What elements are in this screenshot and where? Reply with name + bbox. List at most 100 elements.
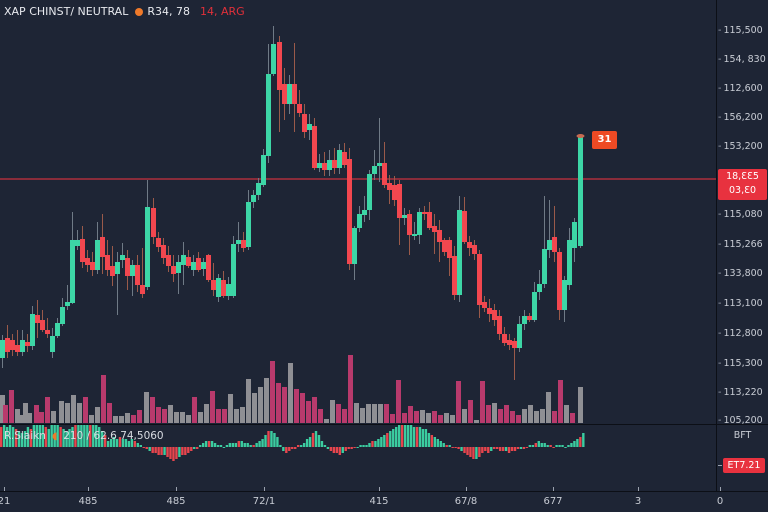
candle [447, 237, 452, 276]
indicator-tick [718, 465, 722, 466]
volume-bar [282, 387, 287, 423]
indicator-legend: R.Slaikn ◖ 210 / 62.6 74,5060 [4, 430, 164, 442]
histogram-bar [510, 447, 514, 451]
candle [317, 154, 322, 172]
histogram-bar [261, 439, 264, 447]
volume-bar [534, 411, 539, 423]
candle [477, 250, 482, 318]
histogram-bar [305, 439, 309, 447]
candle [282, 68, 287, 120]
candle [487, 299, 492, 322]
volume-bar [264, 378, 269, 423]
histogram-bar [285, 447, 288, 453]
histogram-bar [389, 431, 392, 447]
candle [497, 310, 502, 340]
histogram-bar [89, 425, 92, 447]
annotation-badge[interactable]: 31 [592, 131, 617, 149]
pane-divider[interactable] [0, 424, 768, 425]
candle [45, 318, 50, 338]
histogram-bar [77, 425, 80, 447]
time-tick-mark [466, 487, 467, 492]
volume-bar [564, 405, 569, 423]
volume-bar [3, 405, 8, 423]
indicator-histogram[interactable] [0, 425, 716, 491]
histogram-bar [332, 447, 336, 453]
histogram-bar [552, 447, 555, 448]
histogram-bar [264, 435, 267, 447]
histogram-bar [145, 447, 148, 449]
volume-bar [366, 404, 371, 423]
histogram-bar [106, 441, 110, 447]
time-tick-label: 72/1 [252, 496, 276, 507]
candle [55, 318, 60, 338]
histogram-bar [11, 427, 15, 447]
candle [176, 255, 181, 294]
volume-bar [468, 400, 473, 423]
time-tick-label: 0 [716, 496, 724, 507]
histogram-bar [127, 441, 131, 447]
candle [377, 118, 382, 182]
volume-bar [510, 411, 515, 423]
time-tick-label: 3 [634, 496, 642, 507]
volume-bar [27, 413, 32, 423]
histogram-bar [100, 431, 104, 447]
histogram-bar [157, 447, 160, 455]
time-tick-mark [720, 487, 721, 492]
chart-legend: XAP CHINST/ NEUTRAL R34, 78 14, ARG [4, 5, 245, 18]
histogram-bar [519, 447, 523, 449]
histogram-bar [543, 443, 546, 447]
histogram-bar [160, 447, 163, 455]
candle [552, 206, 557, 262]
histogram-bar [2, 425, 6, 447]
volume-bar [228, 394, 233, 423]
histogram-bar [201, 443, 205, 447]
indicator-settings-icon[interactable]: ◖ [51, 430, 58, 442]
candle [562, 276, 567, 322]
volume-bar [342, 409, 347, 423]
indicator-axis[interactable]: BFT ET7.21 [717, 425, 768, 491]
price-tick-label: 115,080 [718, 209, 762, 220]
histogram-bar [555, 445, 558, 447]
histogram-bar [124, 439, 128, 447]
histogram-bar [564, 447, 567, 448]
status-dot-icon [135, 7, 144, 16]
candle [417, 208, 422, 244]
volume-bar [294, 389, 299, 423]
candle [191, 255, 196, 276]
candle [181, 242, 186, 285]
volume-bar [420, 410, 425, 423]
candle [100, 214, 105, 274]
histogram-bar [353, 447, 356, 448]
volume-bar [119, 416, 124, 423]
histogram-bar [95, 425, 98, 447]
candle [35, 300, 40, 338]
histogram-bar [109, 439, 113, 447]
candle [387, 175, 392, 204]
price-axis[interactable]: 115,500 154, 830 112,600 156,200 153,200 115,… [717, 0, 768, 426]
indicator-pane[interactable] [0, 425, 716, 491]
legend-change: 14, ARG [199, 5, 245, 18]
time-axis[interactable]: 21 485 485 72/1 415 67/8 677 3 0 [0, 487, 768, 512]
volume-bar [540, 409, 545, 423]
histogram-bar [475, 447, 478, 459]
histogram-bar [386, 433, 389, 447]
histogram-bar [148, 447, 151, 451]
candle [201, 258, 206, 276]
histogram-bar [56, 425, 59, 447]
histogram-bar [329, 447, 333, 451]
histogram-bar [130, 439, 134, 447]
candle [327, 150, 332, 176]
histogram-bar [395, 427, 398, 447]
volume-bar [210, 391, 215, 423]
time-tick-mark [553, 487, 554, 492]
price-chart-pane[interactable] [0, 0, 716, 424]
candle [457, 196, 462, 302]
histogram-bar [228, 443, 232, 447]
candle [110, 246, 115, 286]
candle [25, 334, 30, 352]
histogram-bar [17, 431, 21, 447]
volume-bar [522, 409, 527, 423]
candle [542, 196, 547, 288]
candlestick-chart[interactable] [0, 0, 716, 424]
candle [95, 222, 100, 274]
